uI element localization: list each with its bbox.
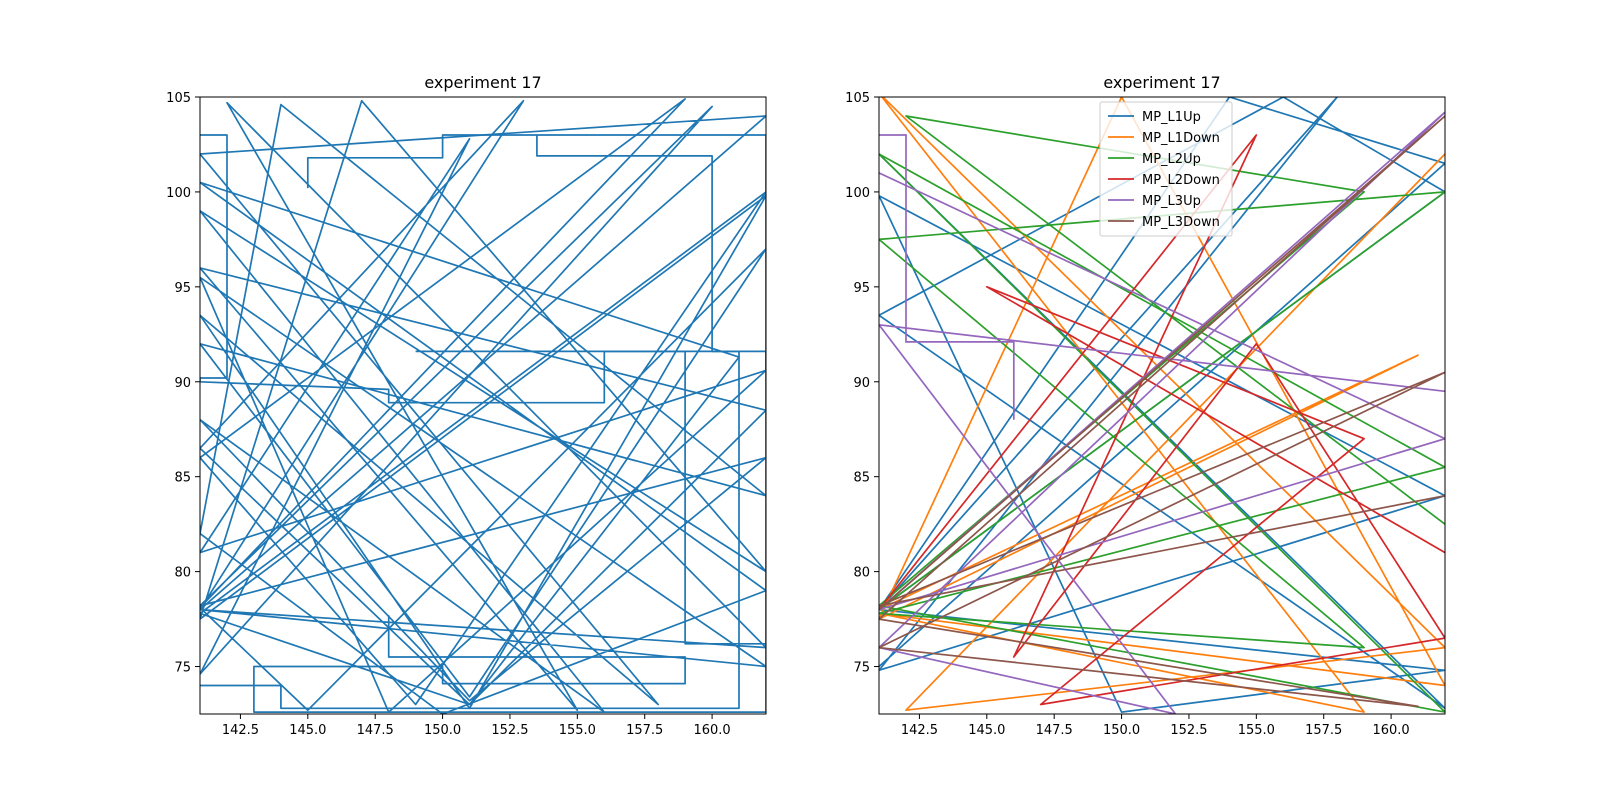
left-x-tick-label: 160.0 bbox=[693, 723, 730, 738]
left-chart-frame bbox=[199, 96, 767, 715]
legend-label: MP_L1Up bbox=[1142, 110, 1201, 125]
right-chart-frame bbox=[878, 96, 1446, 715]
left-chart-ticks: 142.5 145.0 147.5 150.0 152.5 155.0 157.5 160.0… bbox=[166, 91, 731, 738]
left-series-line-4 bbox=[415, 350, 766, 645]
right-series-step-4 bbox=[879, 134, 1015, 420]
left-x-tick-label: 157.5 bbox=[626, 723, 663, 738]
right-series-line-3 bbox=[879, 134, 1445, 706]
left-x-tick-label: 155.0 bbox=[559, 723, 596, 738]
right-x-tick-label: 142.5 bbox=[901, 723, 938, 738]
right-x-tick-label: 150.0 bbox=[1103, 723, 1140, 738]
left-y-tick-label: 75 bbox=[174, 661, 191, 676]
left-series-line-2 bbox=[253, 134, 766, 713]
left-chart: experiment 17 142.5 145.0 147.5 150.0 152.5 1… bbox=[166, 73, 767, 738]
right-y-tick-label: 85 bbox=[853, 471, 870, 486]
left-x-tick-label: 145.0 bbox=[289, 723, 326, 738]
left-y-tick-label: 90 bbox=[174, 376, 191, 391]
right-y-tick-label: 80 bbox=[853, 566, 870, 581]
right-series-line-5 bbox=[879, 115, 1445, 708]
left-y-tick-label: 95 bbox=[174, 281, 191, 296]
legend-label: MP_L3Down bbox=[1142, 215, 1220, 230]
left-x-tick-label: 142.5 bbox=[222, 723, 259, 738]
left-chart-title: experiment 17 bbox=[424, 73, 541, 92]
right-series-line-2 bbox=[879, 115, 1445, 713]
left-y-tick-label: 85 bbox=[174, 471, 191, 486]
right-series-line-4 bbox=[879, 111, 1445, 714]
right-y-tick-label: 105 bbox=[845, 91, 870, 106]
legend-label: MP_L2Down bbox=[1142, 173, 1220, 188]
right-y-tick-label: 90 bbox=[853, 376, 870, 391]
right-y-tick-label: 100 bbox=[845, 186, 870, 201]
left-y-tick-label: 80 bbox=[174, 566, 191, 581]
legend-box bbox=[1099, 101, 1233, 237]
right-x-tick-label: 155.0 bbox=[1238, 723, 1275, 738]
legend-label: MP_L3Up bbox=[1142, 194, 1201, 209]
right-chart-title: experiment 17 bbox=[1103, 73, 1220, 92]
left-chart-series bbox=[200, 98, 766, 714]
right-x-tick-label: 160.0 bbox=[1372, 723, 1409, 738]
left-y-tick-label: 105 bbox=[166, 91, 191, 106]
right-series-line-0 bbox=[879, 97, 1445, 713]
right-y-tick-label: 75 bbox=[853, 661, 870, 676]
right-chart-series bbox=[879, 97, 1445, 714]
right-chart-legend: MP_L1Up MP_L1Down MP_L2Up MP_L2Down MP_L3Up M… bbox=[1099, 101, 1233, 237]
right-x-tick-label: 152.5 bbox=[1170, 723, 1207, 738]
right-x-tick-label: 147.5 bbox=[1036, 723, 1073, 738]
left-x-tick-label: 150.0 bbox=[424, 723, 461, 738]
right-y-tick-label: 95 bbox=[853, 281, 870, 296]
left-y-tick-label: 100 bbox=[166, 186, 191, 201]
legend-label: MP_L1Down bbox=[1142, 131, 1220, 146]
left-x-tick-label: 152.5 bbox=[491, 723, 528, 738]
legend-label: MP_L2Up bbox=[1142, 152, 1201, 167]
left-x-tick-label: 147.5 bbox=[357, 723, 394, 738]
right-x-tick-label: 145.0 bbox=[968, 723, 1005, 738]
left-series-line-0 bbox=[200, 98, 766, 714]
right-x-tick-label: 157.5 bbox=[1305, 723, 1342, 738]
right-chart: experiment 17 142.5 145.0 147.5 150.0 152.5 1… bbox=[845, 73, 1446, 738]
right-chart-ticks: 142.5 145.0 147.5 150.0 152.5 155.0 157.5 160.0… bbox=[845, 91, 1410, 738]
left-series-line-3 bbox=[200, 135, 740, 710]
